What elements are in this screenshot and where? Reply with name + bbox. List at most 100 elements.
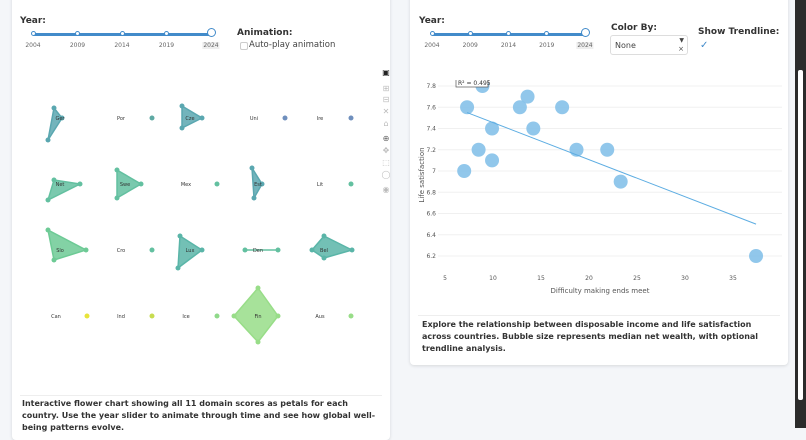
clear-icon[interactable]: × <box>678 45 684 53</box>
scrollbar[interactable] <box>795 0 806 428</box>
y-tick-label: 6.4 <box>426 232 436 239</box>
petal-point <box>321 233 327 239</box>
scatter-point[interactable] <box>457 164 472 178</box>
zoom-out-icon[interactable]: ⊟ <box>382 95 390 104</box>
flower-ger[interactable]: Ger <box>45 105 66 143</box>
scatter-point[interactable] <box>749 249 764 263</box>
country-label: Uni <box>250 116 258 122</box>
lasso-icon[interactable]: ◯ <box>381 170 391 179</box>
home-icon[interactable]: ⌂ <box>383 119 389 128</box>
y-tick-label: 6.6 <box>426 211 436 218</box>
scatter-point[interactable] <box>526 121 541 136</box>
flower-uni[interactable]: Uni <box>250 115 288 123</box>
zoom-in-icon[interactable]: ⊞ <box>382 84 390 93</box>
scatter-point[interactable] <box>512 100 527 115</box>
slider-dot[interactable] <box>467 31 473 36</box>
flower-ind[interactable]: Ind <box>117 313 155 321</box>
petal-point <box>321 255 327 261</box>
flower-ice[interactable]: Ice <box>182 313 220 321</box>
y-axis-title: Life satisfaction <box>418 147 426 202</box>
petal-point <box>282 115 288 121</box>
year-slider[interactable]: 2004 2009 2014 2019 2024 <box>25 28 220 49</box>
color-by-select[interactable]: None ▼ × <box>610 35 688 55</box>
flower-can[interactable]: Can <box>51 313 90 321</box>
country-label: Bel <box>320 248 328 254</box>
flower-petal-shape <box>47 106 63 141</box>
petal-point <box>114 195 120 201</box>
flower-chart: Ger Por Cze Uni Ire Net Swe Mex Est Lit Slo Cro Lux D… <box>45 103 355 345</box>
autoplay-checkbox[interactable] <box>240 42 248 50</box>
flower-chart-card: Year: 2004 2009 2014 2019 2024 Animation: Au… <box>12 0 390 440</box>
slider-dot[interactable] <box>429 31 435 36</box>
zoom-icon[interactable]: ⊕ <box>382 134 390 143</box>
flower-net[interactable]: Net <box>45 177 83 203</box>
country-label: Ger <box>55 116 65 122</box>
slider-dot[interactable] <box>164 31 169 36</box>
slider-dot[interactable] <box>119 31 125 36</box>
flower-aus[interactable]: Aus <box>315 313 354 321</box>
petal-point <box>275 247 281 253</box>
petal-point <box>348 115 354 121</box>
slider-handle[interactable] <box>580 28 590 37</box>
flower-cze[interactable]: Cze <box>179 103 205 131</box>
flower-lux[interactable]: Lux <box>175 233 205 271</box>
slider-dot[interactable] <box>30 31 36 36</box>
scatter-point[interactable] <box>485 153 500 168</box>
scatter-point[interactable] <box>471 142 486 157</box>
petal-point <box>51 105 57 111</box>
flower-petal-shape <box>310 235 355 259</box>
flower-lit[interactable]: Lit <box>317 181 354 189</box>
year-label: Year: <box>20 16 46 26</box>
flower-est[interactable]: Est <box>249 165 265 201</box>
flower-swe[interactable]: Swe <box>114 167 144 201</box>
slider-dot[interactable] <box>506 31 511 36</box>
scatter-point[interactable] <box>460 100 475 115</box>
slider-tick-label: 2014 <box>500 42 517 49</box>
r2-annotation: R² = 0.495 <box>458 80 491 87</box>
trendline-checkbox[interactable]: ✓ <box>700 40 709 51</box>
country-label: Can <box>51 314 61 320</box>
camera-icon[interactable]: ◉ <box>382 185 390 194</box>
flower-petal-shape <box>251 167 263 201</box>
x-tick-label: 30 <box>681 275 689 282</box>
petal-point <box>45 197 51 203</box>
trendline-label: Show Trendline: <box>698 27 780 37</box>
flower-slo[interactable]: Slo <box>45 227 89 263</box>
flower-por[interactable]: Por <box>117 115 155 123</box>
slider-handle[interactable] <box>206 28 216 37</box>
dropdown-arrow-icon[interactable]: ▼ <box>679 37 684 44</box>
slider-dot[interactable] <box>75 31 80 36</box>
year-slider[interactable]: 2004 2009 2014 2019 2024 <box>424 28 594 49</box>
petal-point <box>348 313 354 319</box>
scatter-point[interactable] <box>613 174 628 189</box>
petal-point <box>259 181 265 187</box>
scrollbar-thumb[interactable] <box>798 70 803 400</box>
scatter-point[interactable] <box>600 142 615 157</box>
flower-fin[interactable]: Fin <box>231 285 281 345</box>
flower-den[interactable]: Den <box>242 247 281 255</box>
scatter-point[interactable] <box>520 89 535 104</box>
country-label: Slo <box>56 248 64 254</box>
flower-ire[interactable]: Ire <box>317 115 354 123</box>
x-tick-label: 20 <box>585 275 593 282</box>
flower-cro[interactable]: Cro <box>117 247 155 255</box>
flower-bel[interactable]: Bel <box>309 233 355 261</box>
country-label: Aus <box>315 314 325 320</box>
petal-point <box>59 115 65 121</box>
slider-tick-label: 2009 <box>69 42 86 49</box>
country-label: Est <box>254 182 262 188</box>
slider-dot[interactable] <box>544 31 550 36</box>
scatter-description: Explore the relationship between disposa… <box>422 320 759 353</box>
pan-icon[interactable]: ✥ <box>382 146 390 155</box>
scatter-point[interactable] <box>555 100 570 115</box>
petal-point <box>84 313 90 319</box>
autoscale-icon[interactable]: ✕ <box>382 107 390 116</box>
flower-mex[interactable]: Mex <box>181 181 220 189</box>
scatter-point[interactable] <box>485 121 500 136</box>
flower-petal-shape <box>181 104 204 130</box>
flower-petal-shape <box>46 179 83 202</box>
country-label: Swe <box>120 182 130 188</box>
box-select-icon[interactable]: ⬚ <box>382 158 390 167</box>
download-icon[interactable]: ▣ <box>382 68 390 77</box>
y-tick-label: 7.8 <box>426 83 436 90</box>
